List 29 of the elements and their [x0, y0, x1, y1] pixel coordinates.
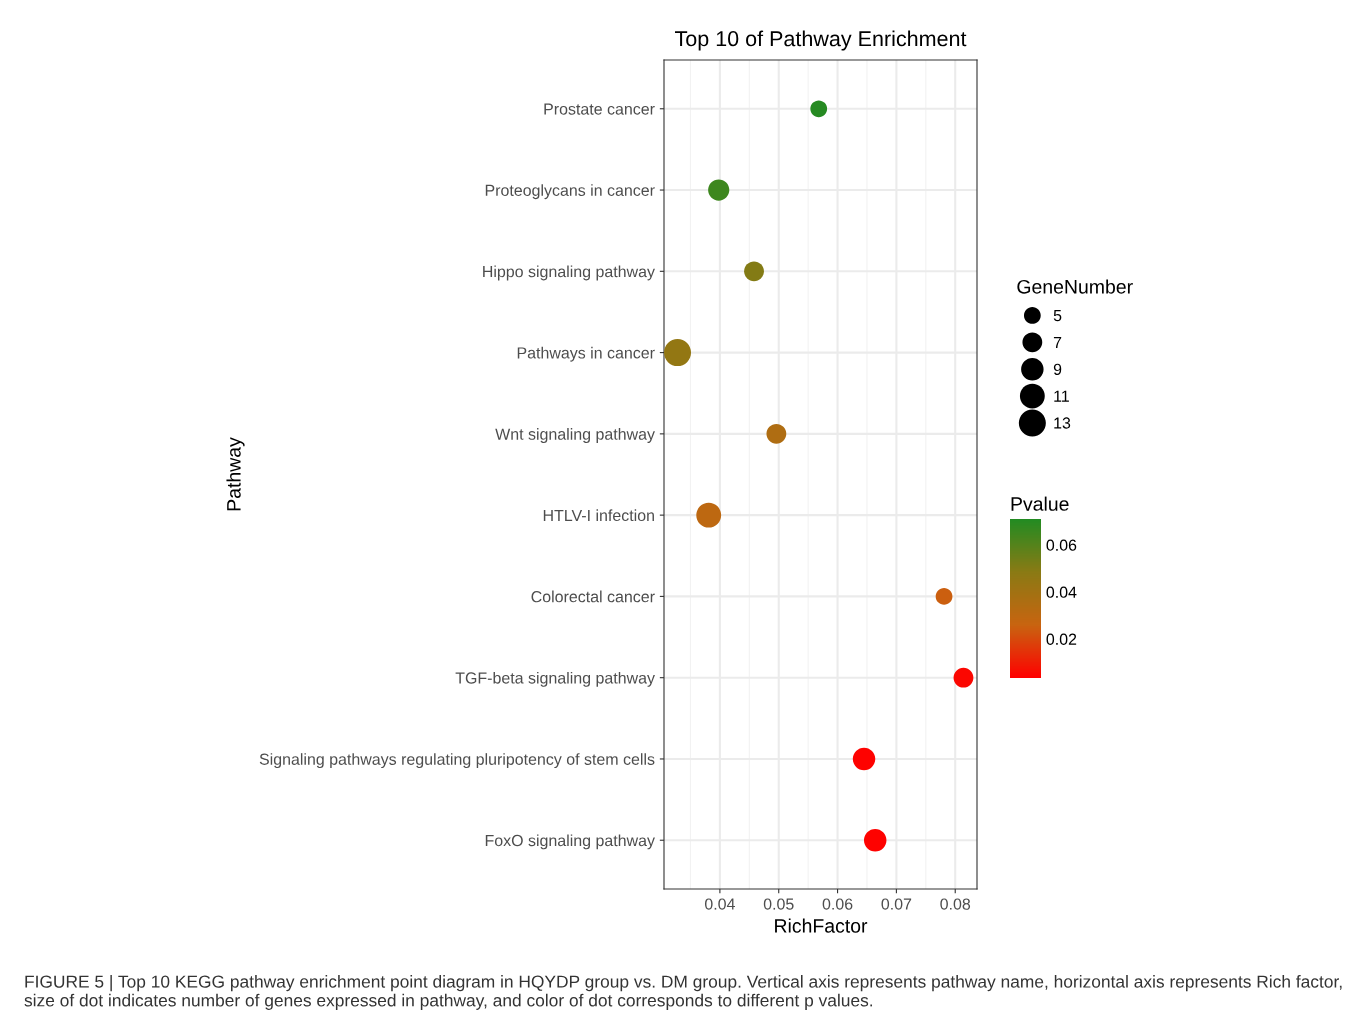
legend-label: 7: [1053, 336, 1062, 348]
y-tick-label: TGF-beta signaling pathway: [455, 671, 655, 687]
y-tick-label: Signaling pathways regulating pluripotency of stem cells: [259, 753, 655, 769]
x-tick-label: 0.08: [940, 898, 971, 910]
y-tick-label: Wnt signaling pathway: [495, 428, 655, 443]
caption: FIGURE 5 | Top 10 KEGG pathway enrichment point diagram in HQYDP group vs. DM group. Vertical axis represents pathway name, horizontal axis represents Rich factor, size of dot indicates number of genes expressed in pathway, and color of dot corresponds to different p values.: [24, 975, 1342, 1010]
y-tick-label: Proteoglycans in cancer: [485, 184, 655, 200]
y-tick-label: Prostate cancer: [544, 103, 655, 115]
x-axis-title: RichFactor: [775, 918, 868, 933]
legend-title: GeneNumber: [1017, 279, 1133, 294]
y-tick-label: Hippo signaling pathway: [483, 265, 655, 281]
x-tick-label: 0.07: [881, 898, 912, 910]
y-tick-label: Pathways in cancer: [517, 346, 655, 362]
color-bar-label: 0.02: [1046, 633, 1077, 645]
x-tick-label: 0.05: [763, 898, 794, 910]
legend-label: 13: [1054, 417, 1071, 429]
legend-label: 11: [1054, 390, 1069, 402]
color-bar-label: 0.06: [1046, 539, 1077, 551]
color-bar-label: 0.04: [1046, 586, 1077, 598]
y-tick-label: HTLV-I infection: [543, 509, 654, 522]
y-tick-label: FoxO signaling pathway: [485, 834, 655, 850]
legend-label: 5: [1053, 310, 1062, 322]
x-tick-label: 0.06: [822, 898, 853, 910]
y-axis-title: Pathway: [226, 437, 245, 511]
y-tick-label: Colorectal cancer: [531, 590, 655, 603]
chart-title: Top 10 of Pathway Enrichment: [675, 30, 967, 51]
legend-label: 9: [1053, 363, 1062, 375]
color-bar-title: Pvalue: [1011, 496, 1069, 511]
x-tick-label: 0.04: [704, 898, 735, 910]
